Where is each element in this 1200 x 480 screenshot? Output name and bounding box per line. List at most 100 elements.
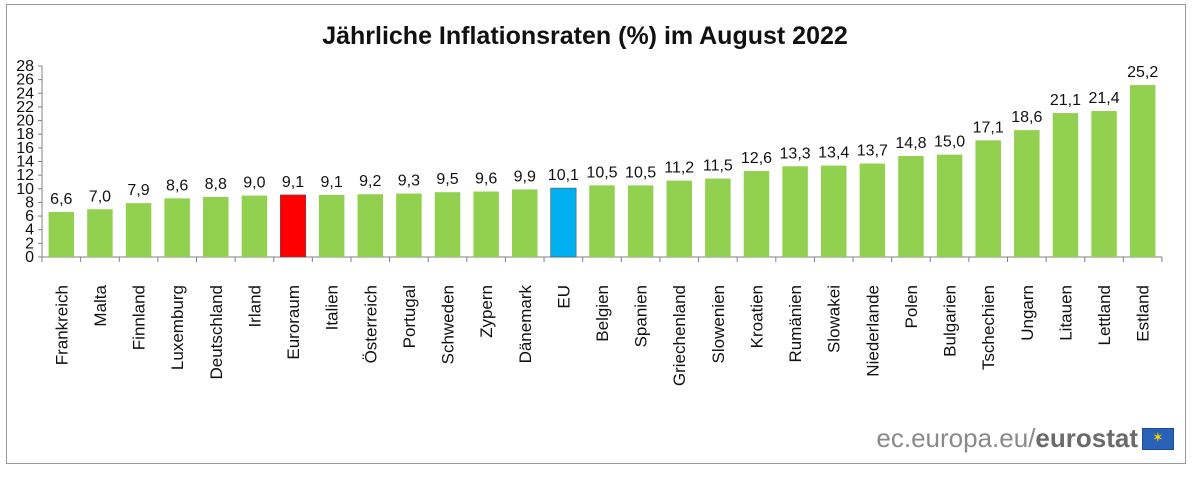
x-tick-label: Zypern — [477, 285, 496, 338]
data-label: 10,1 — [548, 167, 579, 184]
eurostat-logo: ec.europa.eu/eurostat — [876, 423, 1174, 454]
y-tick-label: 26 — [16, 72, 34, 89]
y-tick-label: 20 — [16, 113, 34, 130]
eu-flag-icon — [1142, 427, 1174, 450]
y-tick-label: 12 — [16, 167, 34, 184]
x-tick-label: Malta — [91, 284, 110, 326]
x-tick-label: Portugal — [400, 285, 419, 348]
data-label: 14,8 — [895, 135, 926, 152]
x-tick-label: Luxemburg — [168, 285, 187, 370]
bar — [743, 171, 770, 257]
x-tick-label: Finnland — [130, 285, 149, 350]
y-tick-label: 4 — [25, 222, 34, 239]
x-tick-label: Griechenland — [670, 285, 689, 386]
bar — [666, 180, 692, 257]
data-label: 6,6 — [50, 191, 72, 208]
data-label: 9,5 — [436, 171, 458, 188]
data-label: 21,4 — [1088, 90, 1119, 107]
x-tick-label: Österreich — [361, 285, 380, 363]
x-tick-label: Ungarn — [1018, 285, 1037, 341]
bar — [318, 194, 345, 257]
data-label: 25,2 — [1127, 64, 1158, 81]
y-tick-label: 24 — [16, 85, 34, 102]
data-label: 7,9 — [127, 182, 149, 199]
x-tick-label: Niederlande — [863, 285, 882, 377]
bar — [820, 165, 847, 257]
x-tick-label: Schweden — [439, 285, 458, 364]
y-tick-label: 16 — [16, 140, 34, 157]
data-label: 11,5 — [703, 158, 733, 175]
bar — [279, 194, 307, 258]
x-tick-label: EU — [554, 285, 573, 309]
bar — [550, 187, 577, 258]
y-tick-label: 0 — [25, 249, 34, 266]
x-tick-label: Deutschland — [207, 285, 226, 380]
bar — [203, 196, 229, 257]
bar — [48, 211, 75, 257]
data-label: 13,4 — [818, 145, 849, 162]
y-tick-label: 8 — [25, 194, 34, 211]
data-label: 13,3 — [780, 145, 811, 162]
bar — [1014, 130, 1040, 257]
bar — [164, 198, 190, 257]
y-tick-label: 18 — [16, 126, 34, 143]
bar — [87, 209, 113, 257]
data-label: 13,7 — [857, 143, 888, 160]
bar — [782, 166, 808, 257]
data-label: 17,1 — [973, 119, 1004, 136]
bar — [898, 156, 924, 257]
data-label: 8,8 — [205, 176, 227, 193]
x-tick-label: Italien — [323, 285, 342, 330]
bar — [241, 195, 268, 257]
x-tick-label: Slowenien — [709, 285, 728, 363]
y-tick-label: 22 — [16, 99, 34, 116]
bar — [589, 185, 615, 257]
data-label: 10,5 — [625, 164, 656, 181]
bar — [859, 163, 886, 257]
y-tick-label: 2 — [25, 235, 34, 252]
bar — [434, 192, 461, 257]
x-tick-label: Dänemark — [516, 285, 535, 364]
x-tick-label: Belgien — [593, 285, 612, 342]
bar — [1091, 111, 1117, 258]
x-tick-label: Spanien — [632, 285, 651, 347]
data-label: 18,6 — [1011, 109, 1042, 126]
x-tick-label: Slowakei — [825, 285, 844, 353]
bar — [125, 203, 152, 257]
data-label: 9,2 — [359, 173, 381, 190]
x-tick-label: Lettland — [1095, 285, 1114, 346]
data-label: 15,0 — [934, 134, 965, 151]
bar — [512, 189, 538, 257]
x-tick-label: Euroraum — [284, 285, 303, 360]
bar — [705, 178, 731, 257]
data-label: 7,0 — [89, 188, 111, 205]
x-tick-label: Rumänien — [786, 285, 805, 363]
bar — [1052, 113, 1079, 257]
bar — [936, 154, 963, 257]
source-brand: eurostat — [1035, 423, 1138, 453]
data-label: 12,6 — [741, 150, 772, 167]
data-label: 9,9 — [514, 168, 536, 185]
data-label: 10,5 — [586, 164, 617, 181]
data-label: 8,6 — [166, 177, 188, 194]
data-label: 9,1 — [321, 174, 343, 191]
x-tick-label: Irland — [245, 285, 264, 328]
data-label: 9,1 — [282, 174, 304, 191]
bar — [1129, 85, 1156, 257]
bar — [396, 193, 422, 257]
data-label: 9,6 — [475, 171, 497, 188]
source-domain: ec.europa.eu/ — [876, 423, 1036, 453]
y-tick-label: 14 — [16, 154, 34, 171]
x-tick-label: Bulgarien — [941, 285, 960, 357]
bar — [627, 185, 654, 257]
x-tick-label: Estland — [1134, 285, 1153, 342]
y-tick-label: 28 — [16, 58, 34, 75]
bar — [975, 140, 1001, 257]
data-label: 9,0 — [243, 175, 265, 192]
x-tick-label: Tschechien — [979, 285, 998, 370]
bar — [473, 191, 499, 257]
y-tick-label: 10 — [16, 181, 34, 198]
x-tick-label: Frankreich — [52, 285, 71, 365]
data-label: 9,3 — [398, 173, 420, 190]
